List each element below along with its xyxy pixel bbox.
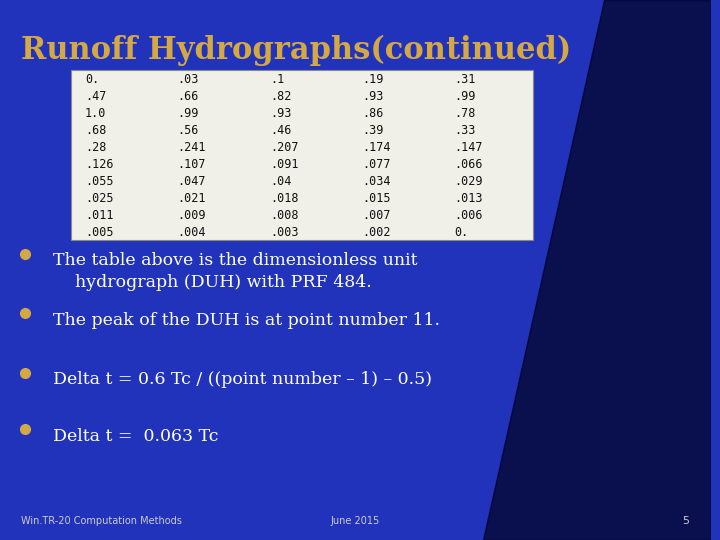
Text: .1: .1 <box>270 73 284 86</box>
Text: .31: .31 <box>455 73 476 86</box>
Text: .011: .011 <box>85 209 114 222</box>
Text: .68: .68 <box>85 124 107 137</box>
Text: .077: .077 <box>362 158 391 171</box>
Text: .107: .107 <box>177 158 206 171</box>
Text: .034: .034 <box>362 175 391 188</box>
Text: 1.0: 1.0 <box>85 107 107 120</box>
Text: 5: 5 <box>683 516 690 526</box>
Text: .029: .029 <box>455 175 483 188</box>
Text: .47: .47 <box>85 90 107 103</box>
Text: .007: .007 <box>362 209 391 222</box>
Text: .174: .174 <box>362 141 391 154</box>
Text: .28: .28 <box>85 141 107 154</box>
Text: .46: .46 <box>270 124 291 137</box>
Text: .39: .39 <box>362 124 384 137</box>
Text: The table above is the dimensionless unit
    hydrograph (DUH) with PRF 484.: The table above is the dimensionless uni… <box>53 252 418 292</box>
Text: .025: .025 <box>85 192 114 205</box>
Text: .004: .004 <box>177 226 206 239</box>
Text: .008: .008 <box>270 209 298 222</box>
Text: .03: .03 <box>177 73 199 86</box>
Text: .04: .04 <box>270 175 291 188</box>
Text: .009: .009 <box>177 209 206 222</box>
Text: .015: .015 <box>362 192 391 205</box>
Text: .93: .93 <box>270 107 291 120</box>
Text: .013: .013 <box>455 192 483 205</box>
Text: .66: .66 <box>177 90 199 103</box>
Text: .86: .86 <box>362 107 384 120</box>
Text: .147: .147 <box>455 141 483 154</box>
Text: .126: .126 <box>85 158 114 171</box>
Text: .047: .047 <box>177 175 206 188</box>
Text: .19: .19 <box>362 73 384 86</box>
Text: .93: .93 <box>362 90 384 103</box>
Text: Delta t =  0.063 Tc: Delta t = 0.063 Tc <box>53 428 219 444</box>
Text: .99: .99 <box>455 90 476 103</box>
Text: .018: .018 <box>270 192 298 205</box>
Text: Delta t = 0.6 Tc / ((point number – 1) – 0.5): Delta t = 0.6 Tc / ((point number – 1) –… <box>53 371 432 388</box>
Text: .055: .055 <box>85 175 114 188</box>
Text: .006: .006 <box>455 209 483 222</box>
Text: 0.: 0. <box>455 226 469 239</box>
Text: The peak of the DUH is at point number 11.: The peak of the DUH is at point number 1… <box>53 312 441 328</box>
Text: .241: .241 <box>177 141 206 154</box>
FancyBboxPatch shape <box>71 70 534 240</box>
Text: .066: .066 <box>455 158 483 171</box>
Text: .021: .021 <box>177 192 206 205</box>
Text: June 2015: June 2015 <box>331 516 380 526</box>
Text: .78: .78 <box>455 107 476 120</box>
Text: .207: .207 <box>270 141 298 154</box>
Text: .82: .82 <box>270 90 291 103</box>
Text: .002: .002 <box>362 226 391 239</box>
Text: 0.: 0. <box>85 73 99 86</box>
Text: .33: .33 <box>455 124 476 137</box>
Polygon shape <box>484 0 711 540</box>
Text: .99: .99 <box>177 107 199 120</box>
Text: Win.TR-20 Computation Methods: Win.TR-20 Computation Methods <box>22 516 182 526</box>
Text: .003: .003 <box>270 226 298 239</box>
Text: Runoff Hydrographs(continued): Runoff Hydrographs(continued) <box>22 35 572 66</box>
Text: .091: .091 <box>270 158 298 171</box>
Text: .005: .005 <box>85 226 114 239</box>
Text: .56: .56 <box>177 124 199 137</box>
